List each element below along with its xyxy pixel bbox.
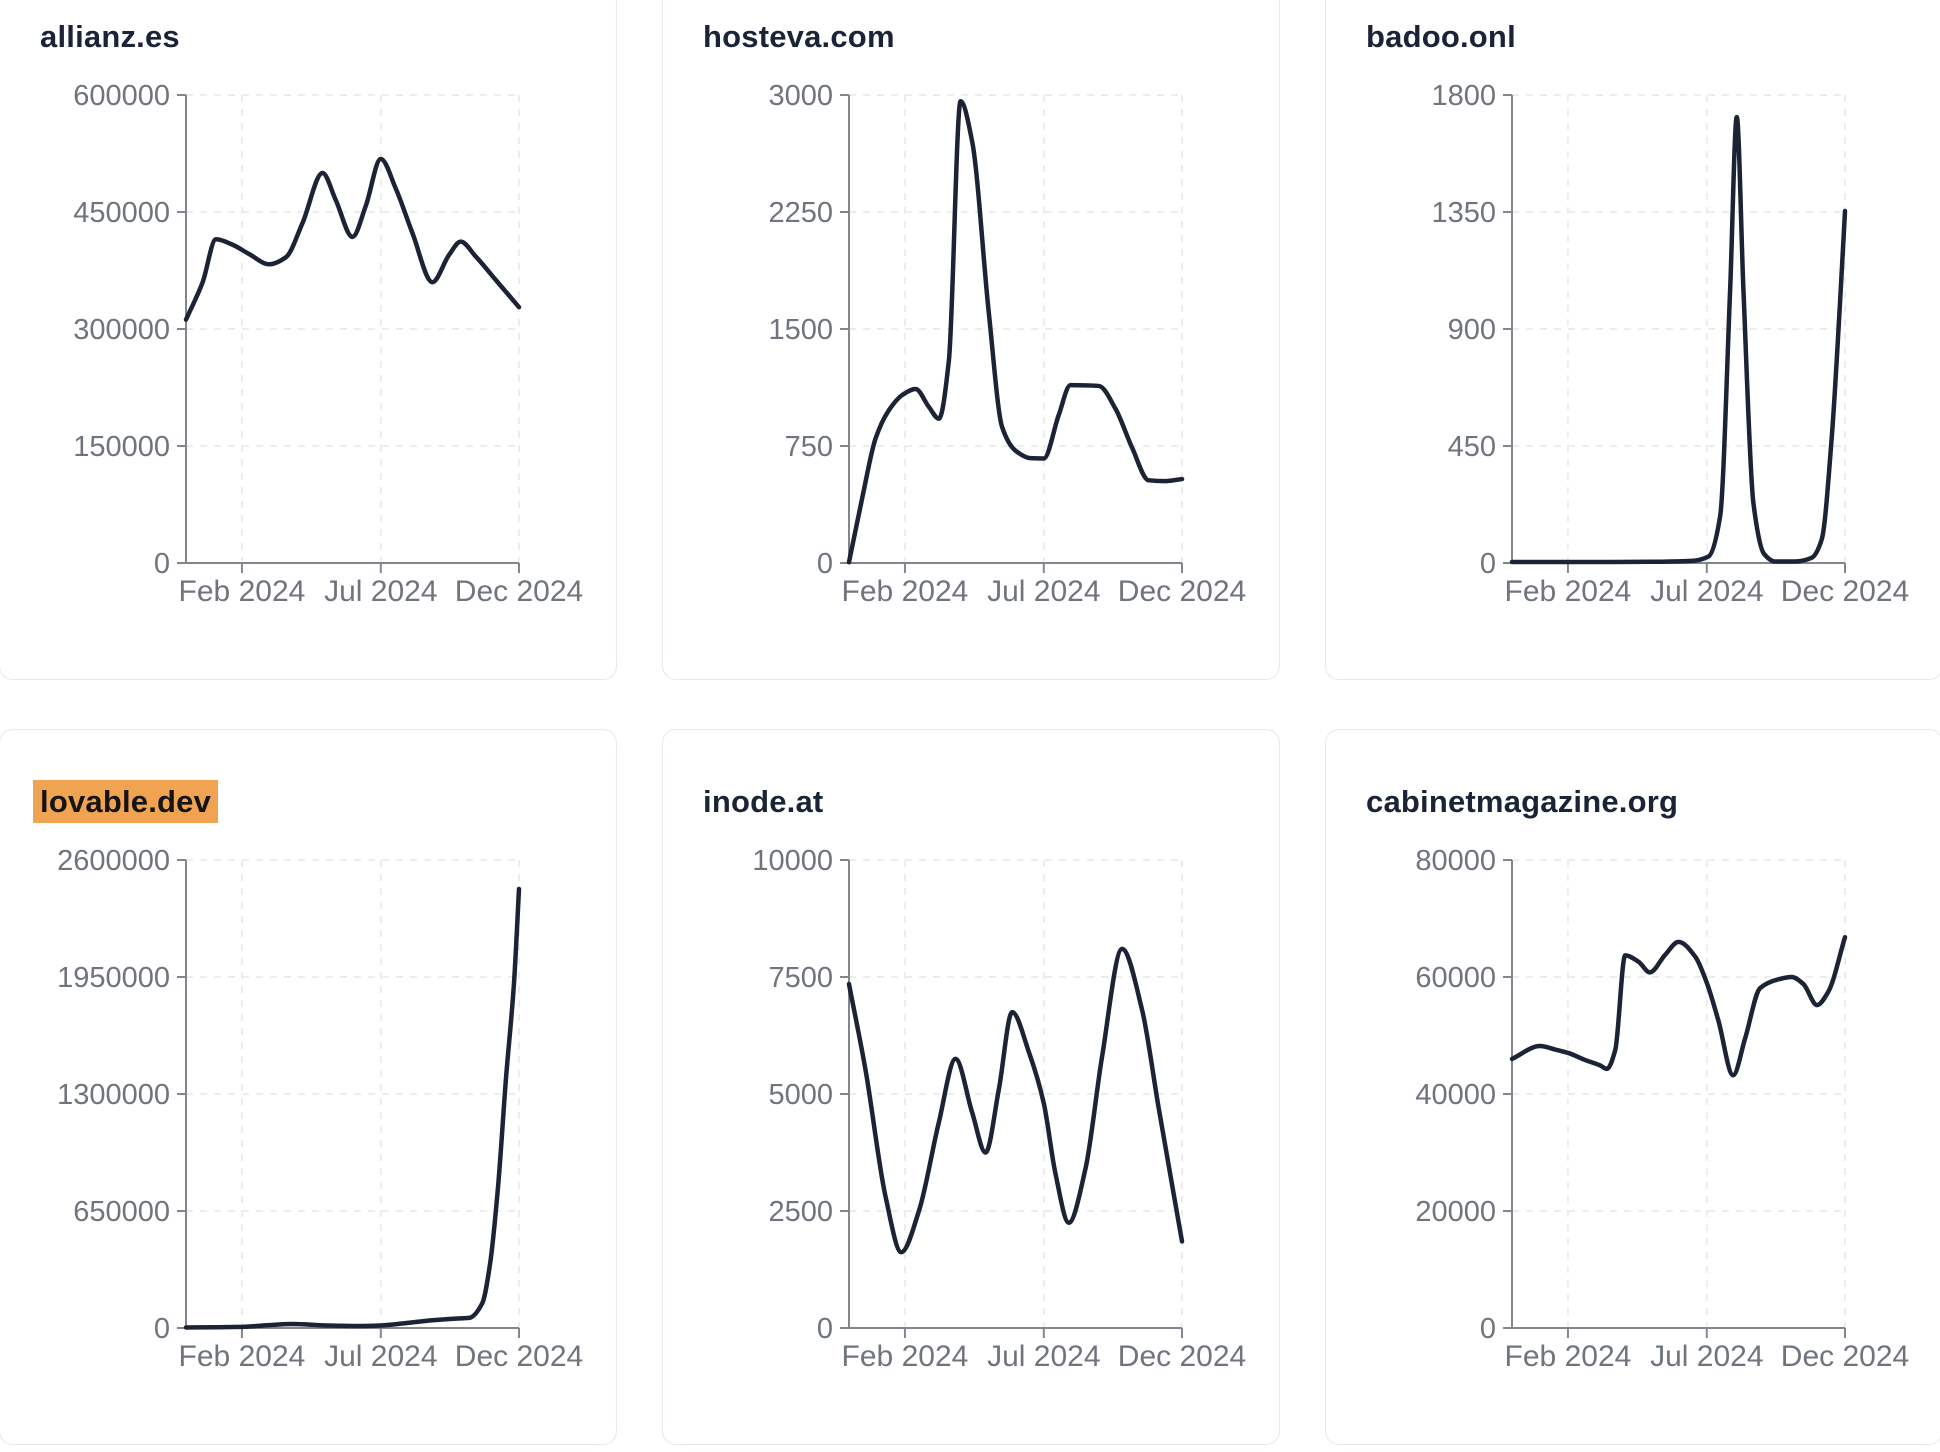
y-tick-label: 300000 <box>73 314 170 346</box>
gridlines <box>1512 94 1846 563</box>
y-tick-label: 1300000 <box>57 1079 170 1111</box>
x-axis: Feb 2024 Jul 2024 Dec 2024 <box>179 562 583 608</box>
y-axis: 0 20000 40000 60000 80000 <box>1415 845 1513 1345</box>
chart-canvas: 0 450 900 1350 1800 Feb 2024 Jul 2024 Dec 2024 <box>1431 80 1909 608</box>
gridlines <box>186 859 520 1328</box>
x-tick-label: Feb 2024 <box>179 1340 306 1373</box>
chart-title: inode.at <box>703 784 823 820</box>
y-tick-label: 0 <box>1480 1313 1496 1345</box>
y-tick-label: 3000 <box>768 80 833 112</box>
chart-title-text: cabinetmagazine.org <box>1366 784 1679 819</box>
chart-card: badoo.onl 0 450 900 1350 1800 Feb 2024 Jul 202… <box>1325 0 1940 680</box>
y-tick-label: 450 <box>1448 431 1496 463</box>
y-tick-label: 900 <box>1448 314 1496 346</box>
chart-canvas: 0 20000 40000 60000 80000 Feb 2024 Jul 2024 Dec… <box>1415 845 1909 1373</box>
chart-title-text: badoo.onl <box>1366 19 1516 54</box>
y-tick-label: 0 <box>1480 548 1496 580</box>
x-tick-label: Dec 2024 <box>455 575 583 608</box>
chart-canvas: 0 150000 300000 450000 600000 Feb 2024 Jul 202… <box>73 80 583 608</box>
chart-canvas: 0 750 1500 2250 3000 Feb 2024 Jul 2024 Dec 2024 <box>768 80 1246 608</box>
gridlines <box>849 859 1183 1328</box>
y-tick-label: 650000 <box>73 1196 170 1228</box>
y-tick-label: 0 <box>817 1313 833 1345</box>
chart-card: cabinetmagazine.org 0 20000 40000 60000 8000… <box>1325 729 1940 1445</box>
gridlines <box>849 94 1183 563</box>
y-axis: 0 450 900 1350 1800 <box>1431 80 1513 580</box>
chart-card: lovable.dev 0 650000 1300000 1950000 2600000… <box>0 729 617 1445</box>
chart-card: hosteva.com 0 750 1500 2250 3000 Feb 2024 Jul … <box>662 0 1280 680</box>
y-tick-label: 450000 <box>73 197 170 229</box>
series-line <box>183 886 522 1330</box>
x-tick-label: Jul 2024 <box>987 575 1100 608</box>
chart-title: cabinetmagazine.org <box>1366 784 1678 820</box>
y-tick-label: 1800 <box>1431 80 1496 112</box>
series-line <box>1509 934 1848 1078</box>
x-tick-label: Feb 2024 <box>1505 1340 1632 1373</box>
chart-title-text: allianz.es <box>40 19 180 54</box>
series-line <box>846 98 1185 565</box>
series-line <box>1509 114 1848 565</box>
x-axis: Feb 2024 Jul 2024 Dec 2024 <box>1505 1327 1909 1373</box>
chart-title-text: lovable.dev <box>33 780 219 823</box>
x-tick-label: Dec 2024 <box>1118 1340 1246 1373</box>
y-tick-label: 0 <box>817 548 833 580</box>
y-tick-label: 2600000 <box>57 845 170 877</box>
y-tick-label: 2500 <box>768 1196 833 1228</box>
y-tick-label: 0 <box>154 1313 170 1345</box>
y-axis: 0 650000 1300000 1950000 2600000 <box>57 845 187 1345</box>
chart-title: badoo.onl <box>1366 19 1516 55</box>
y-tick-label: 5000 <box>768 1079 833 1111</box>
y-tick-label: 0 <box>154 548 170 580</box>
x-tick-label: Jul 2024 <box>324 1340 437 1373</box>
y-tick-label: 20000 <box>1415 1196 1496 1228</box>
x-axis: Feb 2024 Jul 2024 Dec 2024 <box>842 562 1246 608</box>
y-tick-label: 7500 <box>768 962 833 994</box>
y-tick-label: 60000 <box>1415 962 1496 994</box>
x-tick-label: Feb 2024 <box>842 575 969 608</box>
y-tick-label: 40000 <box>1415 1079 1496 1111</box>
series-line <box>183 156 522 322</box>
y-tick-label: 1500 <box>768 314 833 346</box>
x-tick-label: Jul 2024 <box>1650 1340 1763 1373</box>
x-tick-label: Dec 2024 <box>455 1340 583 1373</box>
x-tick-label: Dec 2024 <box>1118 575 1246 608</box>
y-tick-label: 1350 <box>1431 197 1496 229</box>
x-axis: Feb 2024 Jul 2024 Dec 2024 <box>842 1327 1246 1373</box>
x-tick-label: Jul 2024 <box>987 1340 1100 1373</box>
y-axis: 0 2500 5000 7500 10000 <box>752 845 850 1345</box>
x-tick-label: Feb 2024 <box>842 1340 969 1373</box>
x-tick-label: Dec 2024 <box>1781 575 1909 608</box>
chart-title: hosteva.com <box>703 19 895 55</box>
x-axis: Feb 2024 Jul 2024 Dec 2024 <box>179 1327 583 1373</box>
y-tick-label: 2250 <box>768 197 833 229</box>
chart-title: lovable.dev <box>33 780 219 823</box>
y-tick-label: 750 <box>785 431 833 463</box>
x-tick-label: Feb 2024 <box>179 575 306 608</box>
chart-title-text: inode.at <box>703 784 824 819</box>
x-tick-label: Jul 2024 <box>324 575 437 608</box>
x-tick-label: Dec 2024 <box>1781 1340 1909 1373</box>
series-line <box>846 946 1185 1255</box>
gridlines <box>186 94 520 563</box>
chart-card: inode.at 0 2500 5000 7500 10000 Feb 2024 Jul 2… <box>662 729 1280 1445</box>
y-tick-label: 1950000 <box>57 962 170 994</box>
chart-canvas: 0 650000 1300000 1950000 2600000 Feb 2024 Jul … <box>57 845 583 1373</box>
x-tick-label: Feb 2024 <box>1505 575 1632 608</box>
chart-title: allianz.es <box>40 19 180 55</box>
gridlines <box>1512 859 1846 1328</box>
x-tick-label: Jul 2024 <box>1650 575 1763 608</box>
y-tick-label: 80000 <box>1415 845 1496 877</box>
y-tick-label: 10000 <box>752 845 833 877</box>
y-axis: 0 750 1500 2250 3000 <box>768 80 850 580</box>
y-axis: 0 150000 300000 450000 600000 <box>73 80 187 580</box>
chart-title-text: hosteva.com <box>703 19 895 54</box>
y-tick-label: 600000 <box>73 80 170 112</box>
chart-card: allianz.es 0 150000 300000 450000 600000 Feb … <box>0 0 617 680</box>
y-tick-label: 150000 <box>73 431 170 463</box>
chart-canvas: 0 2500 5000 7500 10000 Feb 2024 Jul 2024 Dec 20… <box>752 845 1246 1373</box>
x-axis: Feb 2024 Jul 2024 Dec 2024 <box>1505 562 1909 608</box>
